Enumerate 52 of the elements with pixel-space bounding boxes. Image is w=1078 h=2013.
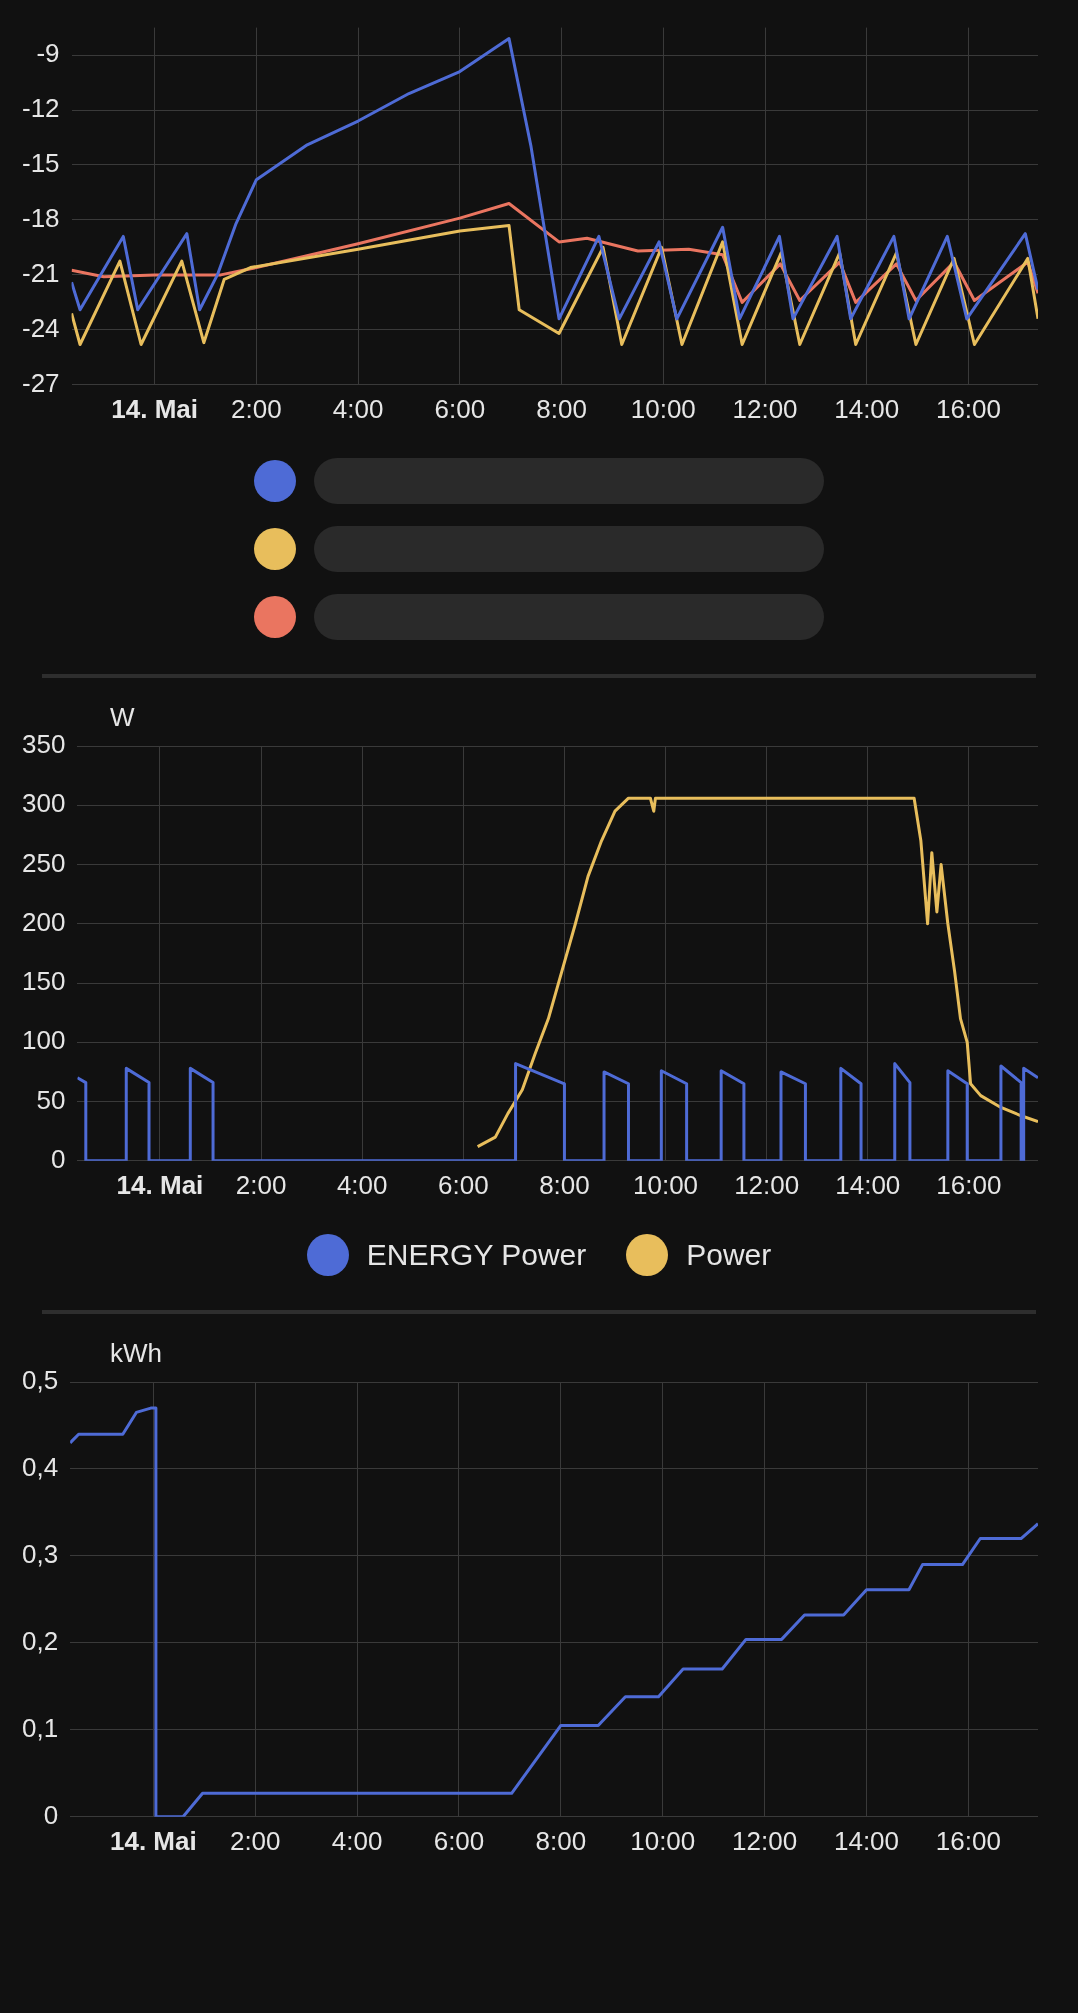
- y-axis-title: kWh: [110, 1338, 162, 1369]
- x-tick-label: 16:00: [935, 1825, 1001, 1856]
- legend-label: ENERGY Power: [366, 1238, 587, 1272]
- y-tick-label: 200: [21, 906, 66, 937]
- y-tick-label: -24: [22, 313, 60, 344]
- y-tick-label: 0,2: [21, 1626, 59, 1657]
- x-tick-label: 6:00: [438, 1169, 489, 1200]
- y-tick-label: 0,3: [21, 1539, 59, 1570]
- x-tick-label: 10:00: [633, 1169, 699, 1200]
- y-tick-label: -12: [22, 93, 60, 124]
- y-tick-label: 300: [21, 788, 66, 819]
- y-tick-label: 100: [21, 1025, 66, 1056]
- x-tick-label: 2:00: [229, 1825, 281, 1856]
- y-tick-label: 0,1: [21, 1713, 59, 1744]
- x-tick-label: 8:00: [535, 1825, 587, 1856]
- y-tick-label: -21: [22, 258, 60, 289]
- y-tick-label: 50: [36, 1084, 66, 1115]
- x-tick-label: 8:00: [539, 1169, 590, 1200]
- x-tick-label: 16:00: [935, 393, 1002, 424]
- x-tick-label: 14. Mai: [116, 1169, 204, 1200]
- x-tick-label: 2:00: [231, 393, 282, 424]
- x-tick-label: 12:00: [732, 393, 798, 424]
- x-tick-label: 12:00: [732, 1825, 798, 1856]
- y-tick-label: 0: [43, 1799, 59, 1830]
- y-tick-label: -18: [22, 203, 60, 234]
- legend-label: Power: [686, 1238, 772, 1272]
- x-tick-label: 4:00: [336, 1169, 388, 1200]
- x-tick-label: 6:00: [434, 393, 486, 424]
- y-tick-label: -9: [36, 38, 60, 69]
- x-tick-label: 16:00: [936, 1169, 1002, 1200]
- y-tick-label: -15: [22, 148, 60, 179]
- x-tick-label: 12:00: [734, 1169, 800, 1200]
- x-tick-label: 14:00: [834, 393, 900, 424]
- x-tick-label: 4:00: [332, 393, 384, 424]
- x-tick-label: 6:00: [433, 1825, 485, 1856]
- x-tick-label: 10:00: [630, 393, 696, 424]
- y-tick-label: -27: [22, 367, 60, 398]
- x-tick-label: 8:00: [536, 393, 587, 424]
- x-tick-label: 14. Mai: [109, 1825, 197, 1856]
- y-tick-label: 350: [21, 729, 66, 760]
- x-tick-label: 10:00: [630, 1825, 696, 1856]
- x-tick-label: 14. Mai: [111, 393, 199, 424]
- y-tick-label: 0: [50, 1143, 66, 1174]
- x-tick-label: 4:00: [331, 1825, 383, 1856]
- x-tick-label: 2:00: [235, 1169, 287, 1200]
- y-tick-label: 0,5: [21, 1365, 59, 1396]
- y-axis-title: W: [110, 702, 135, 733]
- y-tick-label: 150: [21, 966, 66, 997]
- x-tick-label: 14:00: [835, 1169, 901, 1200]
- y-tick-label: 0,4: [21, 1452, 59, 1483]
- x-tick-label: 14:00: [833, 1825, 900, 1856]
- y-tick-label: 250: [21, 847, 66, 878]
